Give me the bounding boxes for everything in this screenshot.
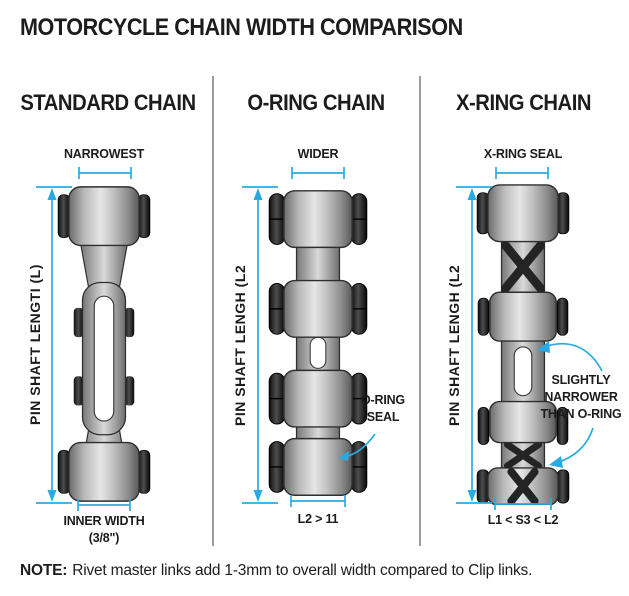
side-label-standard: PIN SHAFT LENGTI (L)	[27, 264, 43, 426]
column-divider-right	[419, 76, 421, 546]
oring-chain-illustration	[268, 190, 368, 496]
xring-upper-arrow	[537, 341, 603, 372]
label-narrowest: NARROWEST	[63, 146, 145, 161]
annotation-xring-line2: NARROWER	[544, 388, 618, 404]
side-label-xring: PIN SHAFT LENGH (L2	[446, 264, 462, 426]
width-measure-oring	[291, 167, 345, 179]
oring-seal-arrow	[338, 433, 376, 461]
label-inner-width-line2: (3/8")	[88, 529, 120, 545]
label-wider: WIDER	[297, 146, 339, 161]
annotation-xring-line3: THAN O-RING	[540, 405, 622, 421]
inner-width-measure-standard	[77, 499, 131, 511]
width-rule-xring	[494, 498, 552, 510]
label-xring-seal: X-RING SEAL	[483, 146, 563, 161]
length-measure-standard	[36, 186, 72, 504]
xring-chain-illustration	[476, 184, 570, 505]
label-formula-xring: L1 < S3 < L2	[487, 512, 559, 527]
footer-note: NOTE: Rivet master links add 1-3mm to ove…	[20, 562, 532, 580]
annotation-oring-line2: SEAL	[366, 408, 400, 424]
annotation-oring-seal: O-RING SEAL	[347, 392, 420, 426]
side-label-oring: PIN SHAFT LENGH (L2	[232, 264, 248, 426]
length-measure-xring	[456, 186, 492, 504]
annotation-oring-line1: O-RING	[361, 392, 405, 407]
label-inner-width-line1: INNER WIDTH	[63, 513, 145, 528]
header-oring-chain: O-RING CHAIN	[247, 90, 385, 115]
width-measure-standard	[78, 167, 132, 179]
width-rule-oring	[290, 495, 346, 507]
footer-note-label: NOTE:	[20, 562, 68, 579]
column-divider-left	[212, 76, 214, 546]
header-standard-chain: STANDARD CHAIN	[20, 90, 196, 115]
length-measure-oring	[242, 186, 278, 504]
xring-lower-arrow	[549, 427, 594, 468]
footer-note-text: Rivet master links add 1-3mm to overall …	[72, 562, 533, 579]
annotation-slightly-narrower: SLIGHTLY NARROWER THAN O-RING	[538, 372, 624, 423]
label-inner-width: INNER WIDTH (3/8")	[43, 513, 166, 547]
label-formula-oring: L2 > 11	[297, 511, 339, 526]
header-xring-chain: X-RING CHAIN	[455, 90, 592, 115]
standard-chain-illustration	[57, 186, 151, 502]
width-measure-xring	[495, 167, 549, 179]
annotation-xring-line1: SLIGHTLY	[551, 372, 611, 387]
page-title: MOTORCYCLE CHAIN WIDTH COMPARISON	[20, 14, 463, 41]
